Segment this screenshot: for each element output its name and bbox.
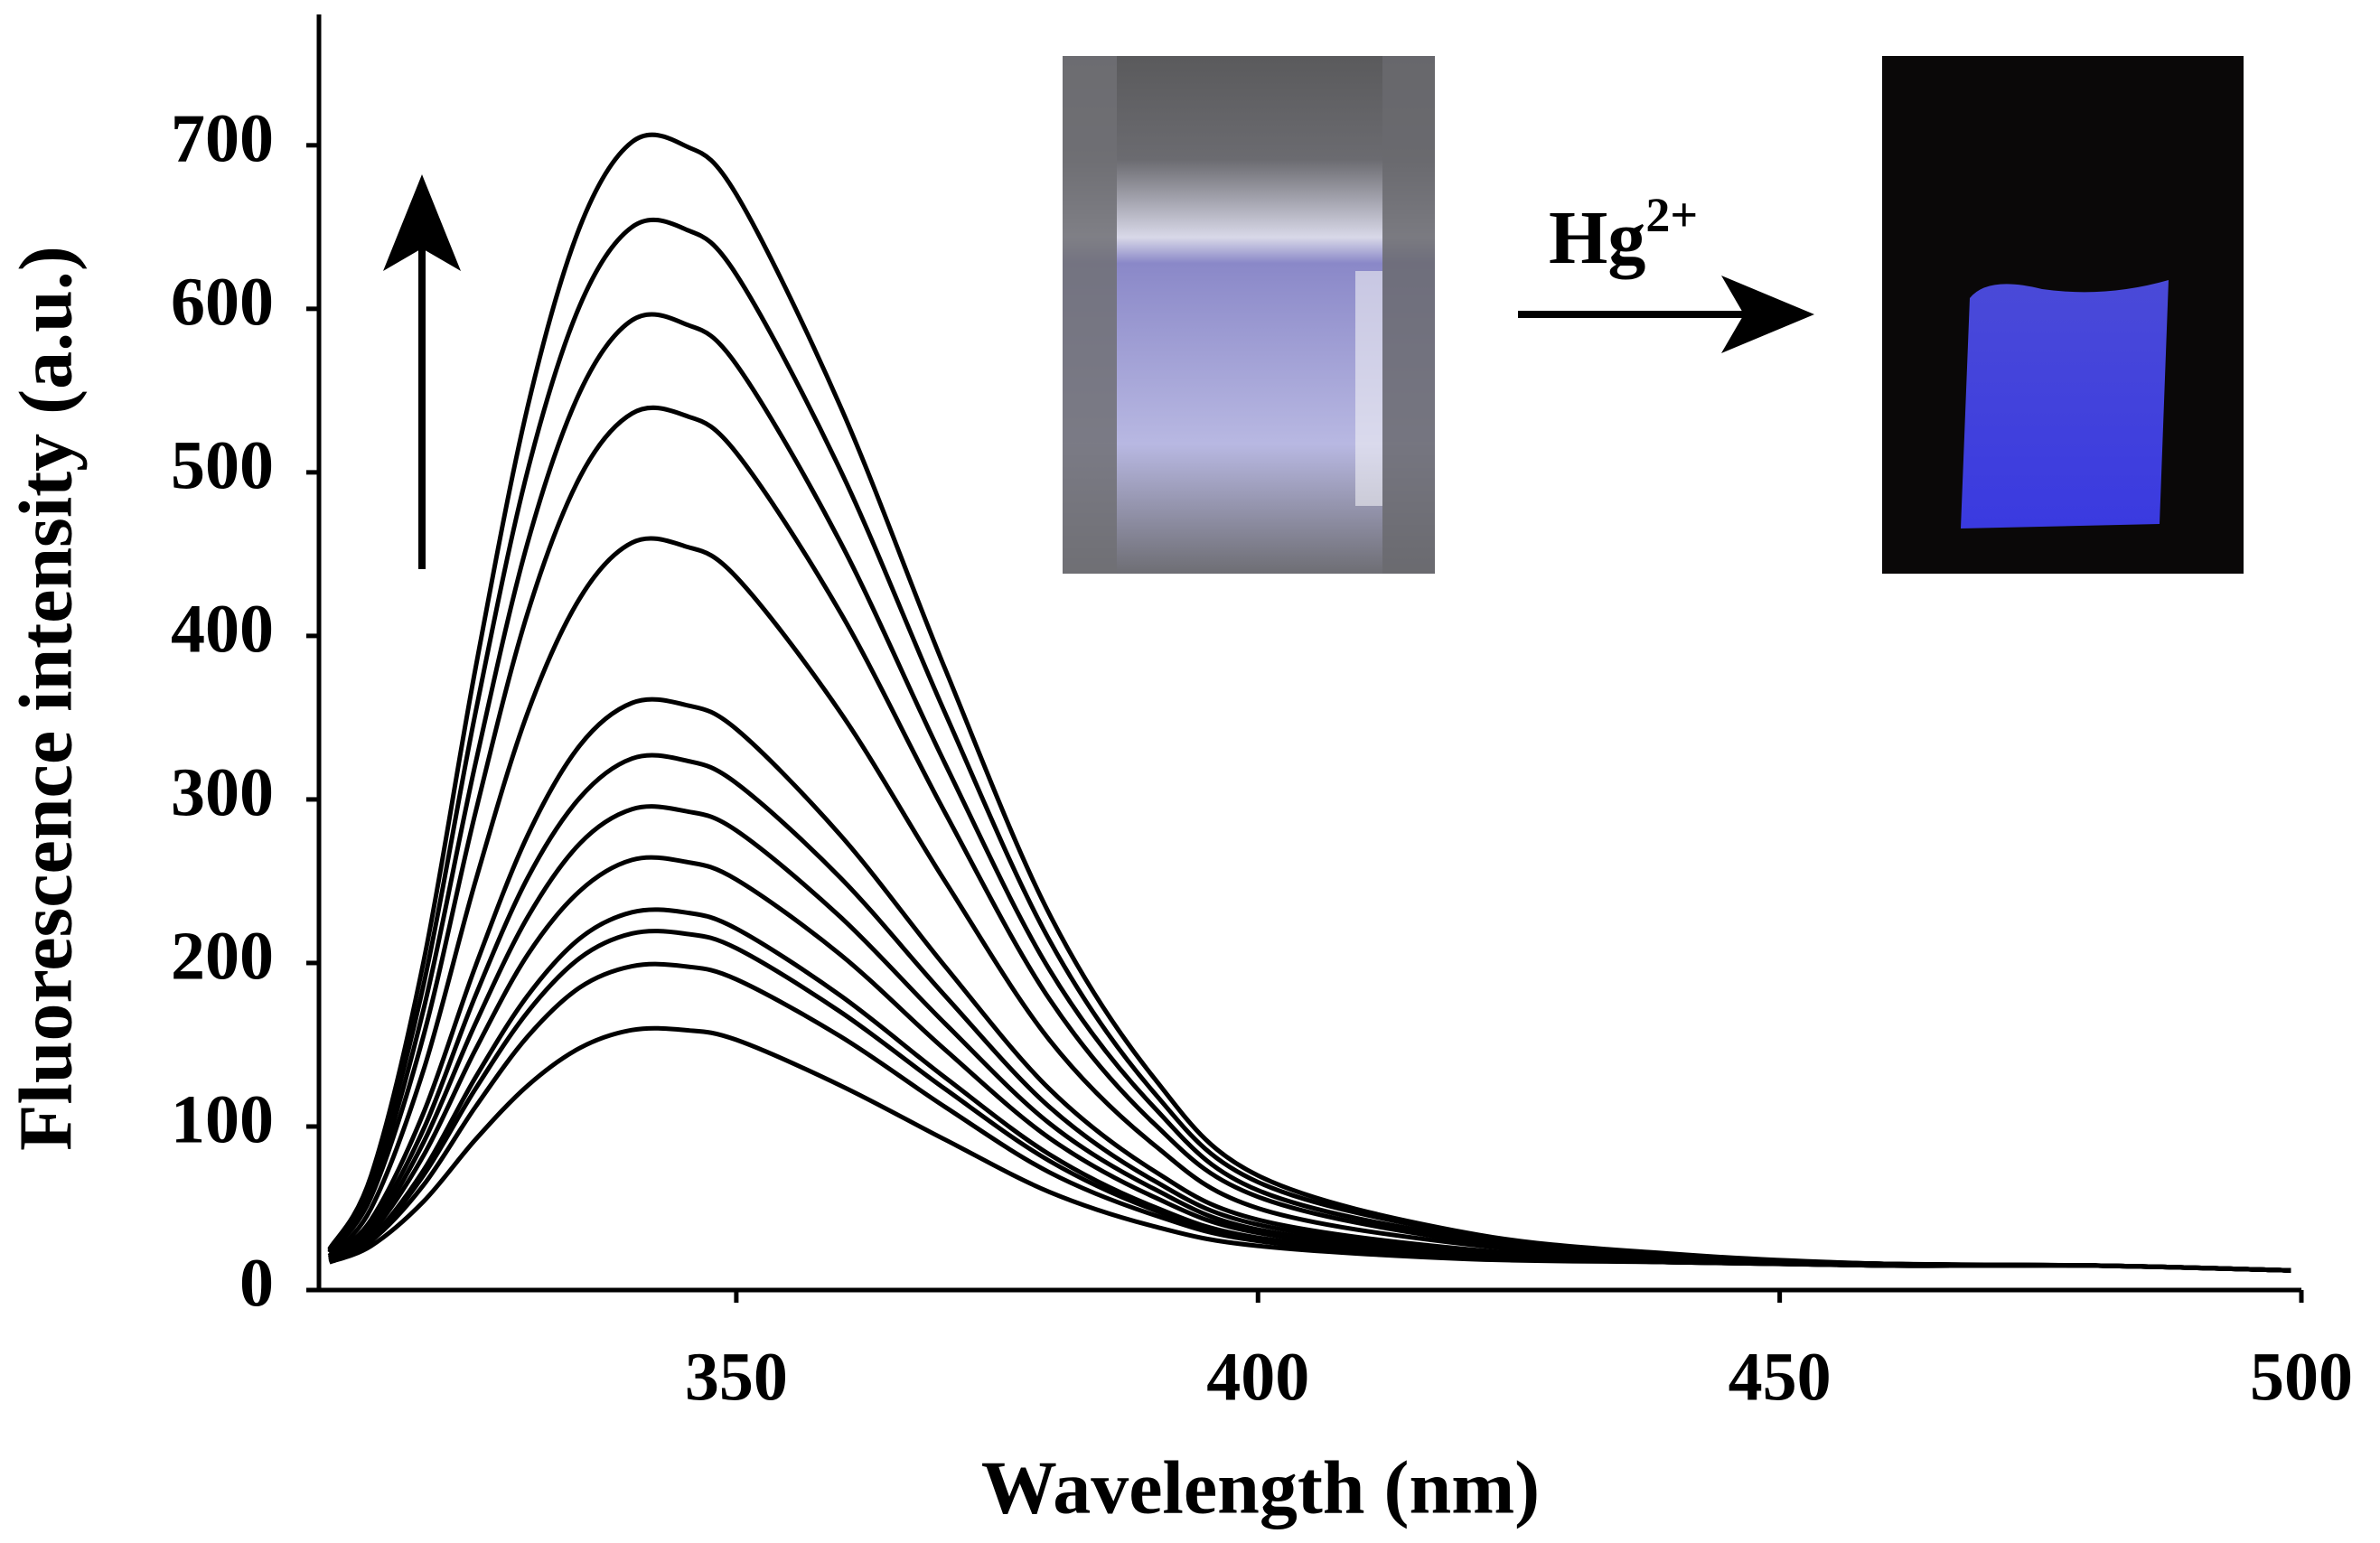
series-line bbox=[327, 697, 2291, 1273]
y-tick-label: 300 bbox=[171, 754, 274, 830]
arrow bbox=[1518, 276, 1814, 353]
annotation-superscript: 2+ bbox=[1645, 188, 1698, 242]
y-tick-label: 700 bbox=[171, 100, 274, 176]
series-line bbox=[328, 753, 2291, 1273]
y-axis-title: Fluorescence intensity (a.u.) bbox=[4, 246, 88, 1151]
x-tick-label: 400 bbox=[1206, 1339, 1309, 1415]
x-tick-label: 450 bbox=[1729, 1339, 1832, 1415]
x-tick-label: 350 bbox=[685, 1339, 788, 1415]
y-tick-label: 600 bbox=[171, 264, 274, 340]
series-line bbox=[328, 1025, 2291, 1273]
annotation: Hg2+ bbox=[1549, 188, 1698, 280]
x-tick-label: 500 bbox=[2250, 1339, 2353, 1415]
series-line bbox=[328, 907, 2291, 1273]
y-tick-label: 400 bbox=[171, 591, 274, 667]
inset-photo bbox=[1063, 56, 1435, 574]
arrow bbox=[383, 174, 461, 569]
y-tick-label: 100 bbox=[171, 1081, 274, 1157]
y-tick-label: 0 bbox=[239, 1245, 274, 1321]
series-line bbox=[327, 536, 2291, 1273]
y-tick-label: 500 bbox=[171, 427, 274, 503]
x-axis-title: Wavelength (nm) bbox=[981, 1445, 1540, 1529]
inset-photo bbox=[1882, 56, 2244, 574]
series-line bbox=[328, 961, 2291, 1273]
y-tick-label: 200 bbox=[171, 918, 274, 994]
annotation-text: Hg bbox=[1549, 196, 1645, 280]
